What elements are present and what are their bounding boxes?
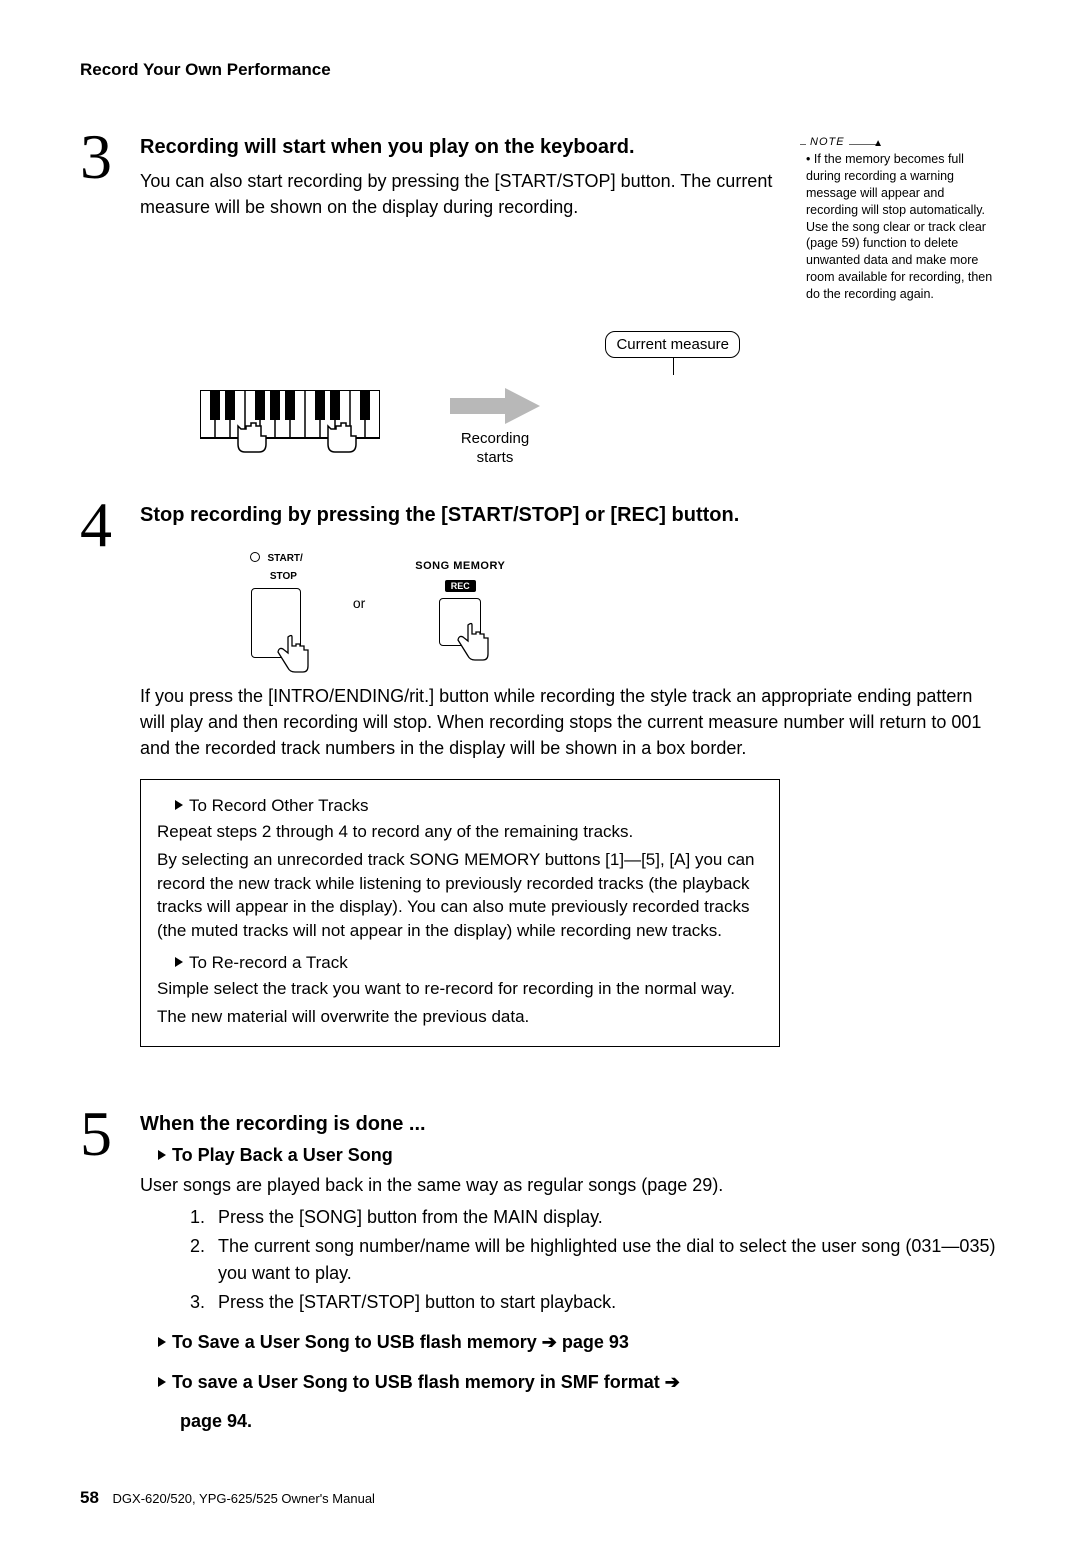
page-number: 58 bbox=[80, 1488, 99, 1507]
manual-title: DGX-620/520, YPG-625/525 Owner's Manual bbox=[113, 1491, 375, 1506]
rec-button-diagram: SONG MEMORY REC bbox=[415, 560, 505, 646]
info-p1: Repeat steps 2 through 4 to record any o… bbox=[157, 820, 763, 844]
keyboard-icon bbox=[200, 390, 380, 465]
step4-paragraph: If you press the [INTRO/ENDING/rit.] but… bbox=[140, 683, 1000, 761]
start-stop-button-diagram: START/ STOP bbox=[250, 548, 303, 658]
step-text: You can also start recording by pressing… bbox=[140, 168, 780, 220]
note-text: If the memory becomes full during record… bbox=[806, 152, 992, 301]
note-label: NOTE bbox=[806, 136, 849, 148]
hand-cursor-icon bbox=[456, 621, 494, 663]
ref-save-smf-1: To save a User Song to USB flash memory … bbox=[172, 1372, 680, 1392]
step-5: 5 When the recording is done ... To Play… bbox=[80, 1107, 1000, 1438]
ref-save-usb: To Save a User Song to USB flash memory … bbox=[172, 1332, 629, 1352]
song-memory-label: SONG MEMORY bbox=[415, 560, 505, 572]
section-header: Record Your Own Performance bbox=[80, 60, 1000, 80]
step-title: Recording will start when you play on th… bbox=[140, 134, 780, 160]
hand-cursor-icon bbox=[276, 633, 314, 675]
callout-text: Current measure bbox=[616, 336, 729, 353]
step-title: Stop recording by pressing the [START/ST… bbox=[140, 502, 1000, 528]
list-item: The current song number/name will be hig… bbox=[210, 1233, 1000, 1287]
step-number: 3 bbox=[80, 130, 140, 468]
start-label: START/ bbox=[267, 553, 302, 564]
step5-intro: User songs are played back in the same w… bbox=[140, 1172, 1000, 1198]
step-number: 4 bbox=[80, 498, 140, 1087]
info-box: To Record Other Tracks Repeat steps 2 th… bbox=[140, 779, 780, 1047]
info-title-1: To Record Other Tracks bbox=[189, 796, 369, 815]
arrow-right-icon: Recording starts bbox=[450, 388, 540, 468]
list-item: Press the [START/STOP] button to start p… bbox=[210, 1289, 1000, 1316]
recording-label-2: starts bbox=[477, 449, 514, 466]
sub-heading-playback: To Play Back a User Song bbox=[172, 1145, 393, 1165]
recording-label-1: Recording bbox=[461, 430, 529, 447]
stop-label: STOP bbox=[270, 571, 297, 582]
info-p2: By selecting an unrecorded track SONG ME… bbox=[157, 848, 763, 943]
step-4: 4 Stop recording by pressing the [START/… bbox=[80, 498, 1000, 1087]
info-p4: The new material will overwrite the prev… bbox=[157, 1005, 763, 1029]
or-text: or bbox=[353, 595, 365, 611]
info-title-2: To Re-record a Track bbox=[189, 953, 348, 972]
list-item: Press the [SONG] button from the MAIN di… bbox=[210, 1204, 1000, 1231]
note-bullet: • bbox=[806, 152, 810, 166]
info-p3: Simple select the track you want to re-r… bbox=[157, 977, 763, 1001]
rec-label: REC bbox=[445, 580, 476, 592]
step-title: When the recording is done ... bbox=[140, 1111, 1000, 1137]
callout-current-measure: Current measure bbox=[605, 331, 740, 358]
step-3: 3 Recording will start when you play on … bbox=[80, 130, 1000, 468]
step-number: 5 bbox=[80, 1107, 140, 1438]
note-box: NOTE ▲ • If the memory becomes full duri… bbox=[800, 134, 1000, 311]
ref-save-smf-2: page 94. bbox=[180, 1409, 1000, 1434]
playback-steps-list: Press the [SONG] button from the MAIN di… bbox=[210, 1204, 1000, 1316]
page-footer: 58 DGX-620/520, YPG-625/525 Owner's Manu… bbox=[80, 1488, 1000, 1508]
